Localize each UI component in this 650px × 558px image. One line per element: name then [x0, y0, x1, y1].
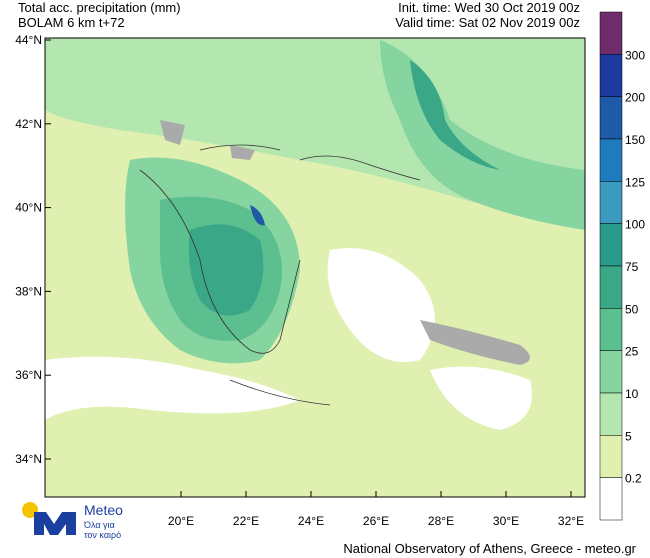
logo-mark — [34, 512, 76, 535]
colorbar-bin — [599, 308, 623, 351]
valid-time: Valid time: Sat 02 Nov 2019 00z — [395, 15, 580, 30]
coastline — [199, 144, 421, 406]
lon-label: 22°E — [233, 514, 259, 528]
precip-field — [45, 38, 585, 497]
lon-axis: 20°E 22°E 24°E 26°E 28°E 30°E 32°E — [168, 491, 584, 528]
title: Total acc. precipitation (mm) — [18, 0, 181, 15]
field-zone — [250, 205, 265, 226]
lon-label: 32°E — [558, 514, 584, 528]
colorbar-bin — [599, 477, 623, 521]
field-zone — [45, 356, 300, 420]
colorbar: 300 200 150 125 100 75 50 25 10 5 0.2 — [599, 11, 645, 521]
colorbar-label: 300 — [625, 48, 645, 62]
colorbar-bin — [599, 223, 623, 267]
logo-tagline: Όλα για — [83, 520, 115, 530]
terrain-mask — [420, 320, 530, 365]
field-zone — [188, 224, 264, 316]
colorbar-bin — [599, 181, 623, 224]
colorbar-label: 10 — [625, 387, 639, 401]
lon-label: 20°E — [168, 514, 194, 528]
colorbar-label: 200 — [625, 91, 645, 105]
colorbar-label: 150 — [625, 133, 645, 147]
init-time: Init. time: Wed 30 Oct 2019 00z — [398, 0, 580, 15]
colorbar-label: 125 — [625, 175, 645, 189]
logo-name: Meteo — [84, 502, 123, 518]
field-zone — [410, 60, 500, 170]
coastline — [139, 169, 301, 354]
colorbar-bin — [599, 11, 623, 55]
colorbar-label: 5 — [625, 429, 632, 443]
colorbar-label: 0.2 — [625, 472, 642, 486]
logo-tagline: τον καιρό — [84, 530, 121, 540]
lat-axis: 44°N 42°N 40°N 38°N 36°N 34°N — [15, 33, 51, 466]
terrain-mask — [160, 120, 255, 160]
subtitle: BOLAM 6 km t+72 — [18, 15, 125, 30]
lat-label: 36°N — [15, 368, 42, 382]
map-frame — [44, 37, 586, 498]
colorbar-bin — [599, 54, 623, 97]
footer: National Observatory of Athens, Greece -… — [343, 541, 636, 556]
colorbar-bin — [599, 96, 623, 140]
lat-label: 44°N — [15, 33, 42, 47]
lon-label: 30°E — [493, 514, 519, 528]
lon-label: 28°E — [428, 514, 454, 528]
lon-label: 26°E — [363, 514, 389, 528]
colorbar-bin — [599, 392, 623, 436]
field-zone — [327, 248, 435, 362]
lat-label: 38°N — [15, 284, 42, 298]
colorbar-bin — [599, 350, 623, 394]
logo: Meteo Όλα για τον καιρό — [22, 502, 123, 540]
field-zone — [430, 366, 532, 430]
colorbar-bin — [599, 138, 623, 182]
colorbar-label: 25 — [625, 345, 639, 359]
colorbar-bin — [599, 435, 623, 478]
lat-label: 40°N — [15, 201, 42, 215]
colorbar-bin — [599, 265, 623, 309]
colorbar-label: 50 — [625, 302, 639, 316]
lat-label: 42°N — [15, 117, 42, 131]
lat-label: 34°N — [15, 452, 42, 466]
colorbar-label: 100 — [625, 218, 645, 232]
lon-label: 24°E — [298, 514, 324, 528]
colorbar-label: 75 — [625, 260, 639, 274]
